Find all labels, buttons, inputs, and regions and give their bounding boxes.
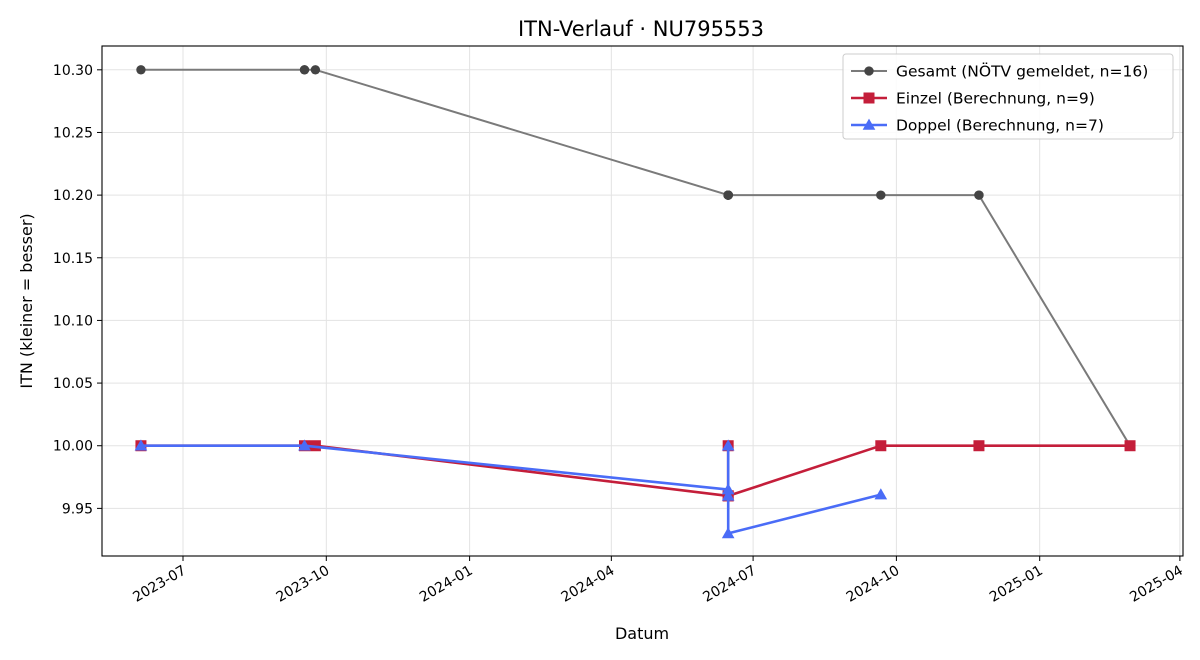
- y-tick-label: 10.00: [53, 439, 93, 455]
- data-point: [298, 439, 311, 451]
- data-point: [721, 489, 735, 501]
- y-tick-label: 10.20: [53, 188, 93, 204]
- data-point: [299, 65, 310, 75]
- x-axis-label: Datum: [615, 624, 669, 643]
- y-tick-label: 10.05: [53, 376, 93, 392]
- data-point: [876, 190, 886, 200]
- legend-entry: Einzel (Berechnung, n=9): [896, 90, 1095, 108]
- data-point: [136, 65, 146, 75]
- series-layer: [134, 65, 1136, 539]
- data-point: [721, 527, 735, 539]
- data-point: [973, 440, 985, 452]
- legend: Gesamt (NÖTV gemeldet, n=16) Einzel (Bere…: [842, 53, 1174, 140]
- data-point: [134, 439, 148, 451]
- data-point: [1124, 440, 1136, 452]
- y-tick-label: 10.15: [53, 251, 93, 267]
- data-point: [874, 488, 888, 500]
- y-tick-label: 9.95: [62, 501, 93, 517]
- y-tick-label: 10.25: [53, 125, 93, 141]
- data-point: [723, 190, 733, 200]
- y-tick-label: 10.30: [53, 63, 93, 79]
- legend-swatch-marker: [862, 118, 876, 130]
- data-point: [721, 439, 735, 451]
- legend-entry: Gesamt (NÖTV gemeldet, n=16): [896, 62, 1148, 81]
- legend-swatch-marker: [864, 66, 874, 76]
- series-2: [134, 439, 888, 539]
- data-point: [721, 483, 735, 495]
- legend-entry: Doppel (Berechnung, n=7): [896, 117, 1104, 135]
- data-point: [974, 190, 984, 200]
- y-axis: 9.95 10.00 10.05 10.10 10.15 10.20 10.25 10.30: [53, 63, 102, 517]
- y-tick-label: 10.10: [53, 313, 93, 329]
- legend-swatch-marker: [863, 92, 875, 104]
- y-axis-label: ITN (kleiner = besser): [17, 213, 36, 388]
- plot-frame: [101, 45, 1184, 557]
- data-point: [875, 440, 887, 452]
- series-0: [136, 65, 1135, 451]
- data-point: [310, 65, 321, 75]
- legend-box: [842, 53, 1174, 140]
- chart-title: ITN-Verlauf · NU795553: [518, 17, 764, 41]
